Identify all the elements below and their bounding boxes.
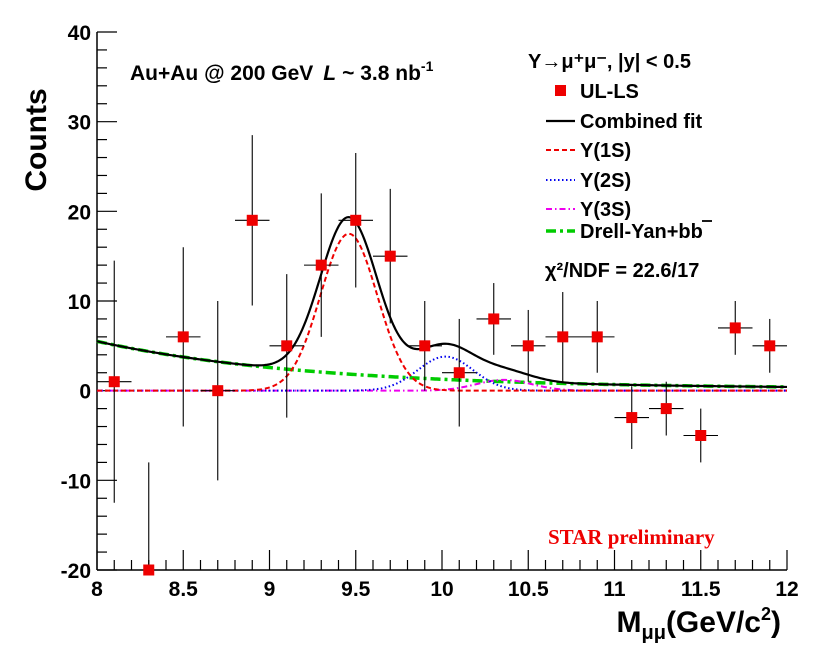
data-point xyxy=(752,318,787,373)
x-tick-label: 8.5 xyxy=(169,578,199,601)
point-marker xyxy=(350,214,362,226)
point-marker xyxy=(764,340,776,352)
data-point xyxy=(166,247,201,427)
data-point xyxy=(545,292,580,382)
data-point xyxy=(614,386,649,449)
data-point xyxy=(235,135,270,306)
y-axis-label: Counts xyxy=(20,88,53,191)
data-point xyxy=(97,260,132,503)
x-tick-label: 11.5 xyxy=(681,578,721,601)
point-marker xyxy=(488,313,500,325)
curve-upsilon-1s xyxy=(97,232,787,392)
axis-tick-labels: 8 8.5 9 9.5 10 10.5 11 11.5 12 -20 -10 0 10 20 30 40 xyxy=(61,22,799,601)
data-point xyxy=(511,309,546,382)
point-marker xyxy=(281,340,293,352)
point-marker xyxy=(419,340,431,352)
point-marker xyxy=(315,259,327,271)
x-tick-label: 12 xyxy=(775,578,798,601)
data-point xyxy=(373,188,408,324)
point-marker xyxy=(384,250,396,262)
legend-entry-1s: Υ(1S) xyxy=(580,140,631,162)
data-point xyxy=(131,462,166,576)
point-marker xyxy=(212,385,224,397)
x-tick-label: 10.5 xyxy=(508,578,549,601)
data-point xyxy=(304,193,339,337)
point-marker xyxy=(143,564,155,576)
fit-curves xyxy=(96,215,788,392)
point-marker xyxy=(626,412,638,424)
legend-entry-drell-yan: Drell-Yan+bb xyxy=(580,221,703,243)
data-point xyxy=(718,301,753,355)
legend-entry-ul-ls: UL-LS xyxy=(580,81,639,103)
data-point xyxy=(683,408,718,463)
legend-entry-combined: Combined fit xyxy=(580,111,703,133)
point-marker xyxy=(660,403,672,415)
data-point xyxy=(200,301,235,481)
legend-entry-2s: Υ(2S) xyxy=(580,170,631,192)
y-tick-label: -10 xyxy=(61,470,91,493)
point-marker xyxy=(729,322,741,334)
point-marker xyxy=(522,340,534,352)
y-tick-label: 10 xyxy=(68,291,91,314)
data-points xyxy=(97,135,787,576)
data-point xyxy=(407,301,442,391)
point-marker xyxy=(453,367,465,379)
legend: Υ→μ⁺μ⁻, |y| < 0.5 UL-LS Combined fit Υ(1… xyxy=(528,51,712,282)
curve-upsilon-2s xyxy=(97,355,787,392)
y-tick-label: 0 xyxy=(79,381,91,404)
system-annotation: Au+Au @ 200 GeV L ~ 3.8 nb-1 xyxy=(130,58,434,85)
curve-drell-yan xyxy=(96,339,788,389)
legend-marker-ul-ls xyxy=(555,85,566,96)
data-point xyxy=(580,301,615,373)
x-tick-label: 10 xyxy=(430,578,453,601)
point-marker xyxy=(591,331,603,343)
data-point xyxy=(649,381,684,436)
x-tick-label: 11 xyxy=(603,578,626,601)
point-marker xyxy=(108,376,120,388)
x-axis-label: Mμμ(GeV/c2) xyxy=(616,604,781,644)
point-marker xyxy=(695,430,707,441)
data-point xyxy=(338,153,373,288)
y-tick-label: -20 xyxy=(61,560,91,583)
curve-combined-fit xyxy=(96,215,788,389)
y-tick-label: 20 xyxy=(68,201,91,224)
legend-entry-3s: Υ(3S) xyxy=(580,199,631,221)
legend-header: Υ→μ⁺μ⁻, |y| < 0.5 xyxy=(528,51,691,73)
point-marker xyxy=(177,331,189,343)
x-tick-label: 8 xyxy=(91,578,103,601)
y-tick-label: 40 xyxy=(68,22,91,45)
x-tick-label: 9 xyxy=(264,578,276,601)
data-point xyxy=(476,283,511,355)
data-point xyxy=(442,318,477,427)
chi2-annotation: χ²/NDF = 22.6/17 xyxy=(545,260,699,282)
x-tick-label: 9.5 xyxy=(341,578,371,601)
data-point xyxy=(269,274,304,418)
point-marker xyxy=(557,331,569,343)
star-preliminary-label: STAR preliminary xyxy=(548,525,715,549)
point-marker xyxy=(246,214,258,226)
y-tick-label: 30 xyxy=(68,112,91,135)
